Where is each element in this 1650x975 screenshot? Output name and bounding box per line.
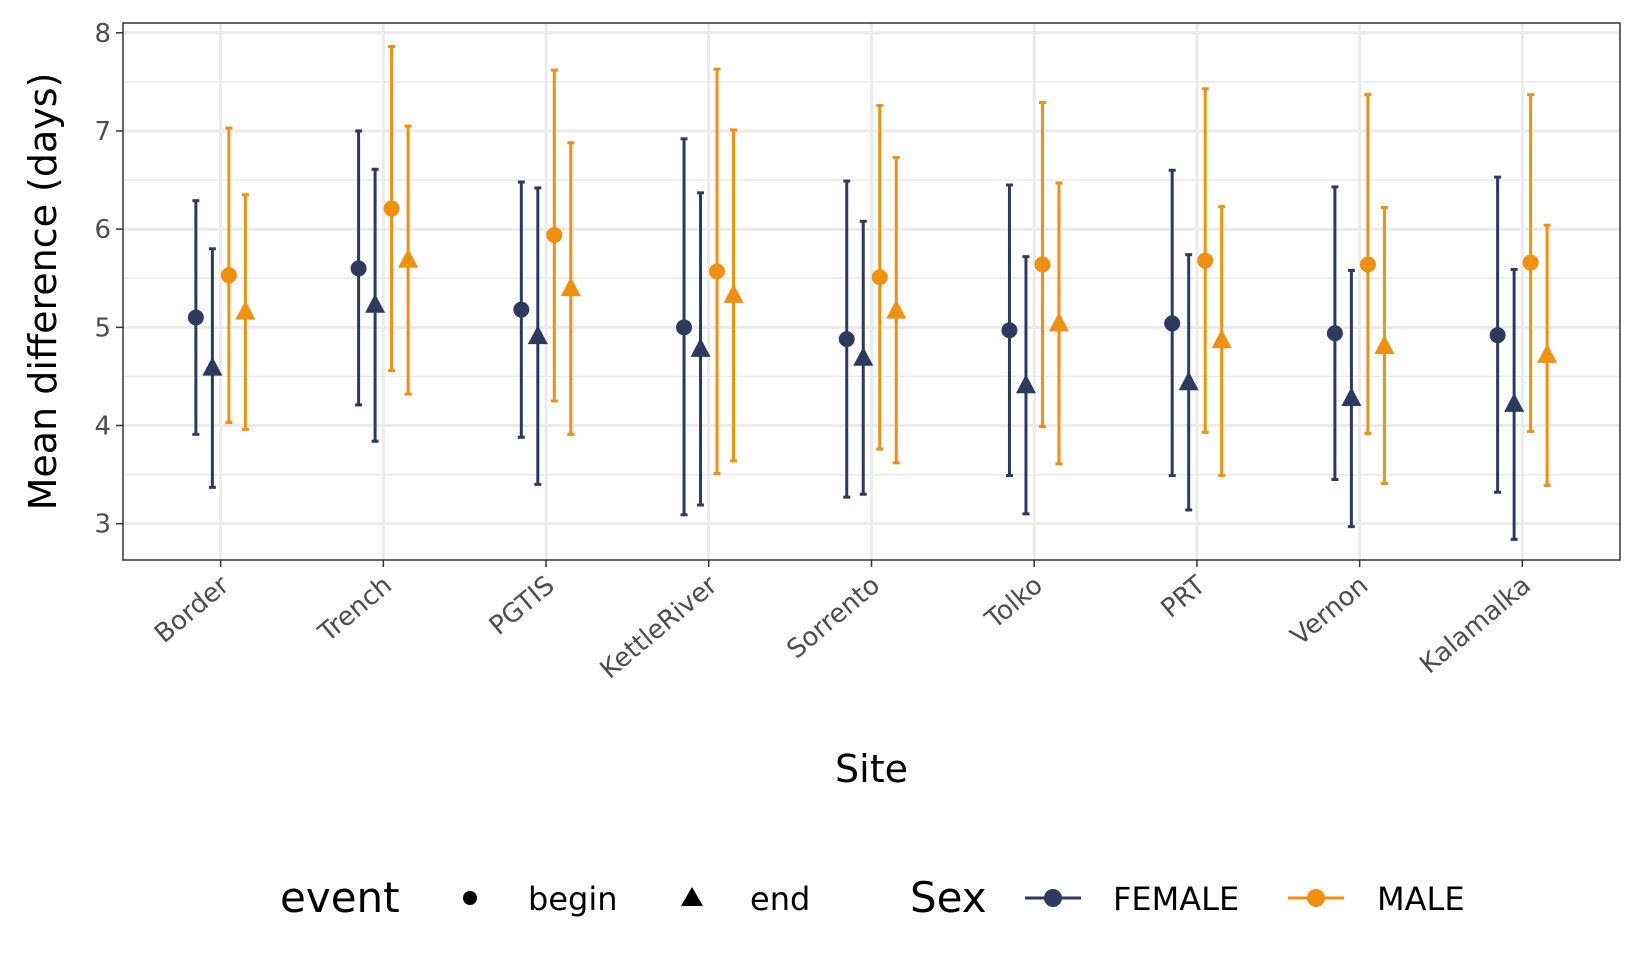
point-triangle [1537,343,1558,363]
point-triangle [1048,312,1069,332]
point-circle [1034,256,1051,273]
point-triangle [853,346,874,366]
point-circle [1001,322,1018,339]
point-circle [1359,256,1376,273]
point-triangle [1341,387,1362,407]
point-triangle [886,299,907,319]
point-circle [709,263,726,280]
legend-male-label: MALE [1377,880,1465,918]
legend-end-key [681,887,703,906]
point-circle [676,319,693,336]
y-tick-label: 6 [94,215,111,245]
point-circle [220,267,237,284]
y-tick-label: 4 [94,412,111,442]
y-tick-label: 5 [94,313,111,343]
point-circle [838,331,855,348]
legend-begin-label: begin [528,880,617,918]
legend: event begin end Sex FEMALE MALE [280,873,1465,922]
point-circle [1197,252,1214,269]
point-triangle [560,277,581,297]
point-circle [350,260,367,277]
y-axis: 3 4 5 6 7 8 [94,19,123,540]
legend-event-title: event [280,873,400,922]
legend-female-label: FEMALE [1113,880,1239,918]
point-triangle [1374,334,1395,354]
point-triangle [1015,374,1036,394]
point-circle [546,227,563,244]
legend-sex-title: Sex [910,873,987,922]
legend-begin-key [463,891,477,905]
point-triangle [690,337,711,357]
point-triangle [723,283,744,303]
point-circle [1489,327,1506,344]
y-axis-title: Mean difference (days) [21,73,65,511]
point-circle [1164,315,1181,332]
legend-male-key [1307,889,1325,907]
y-tick-label: 8 [94,19,111,49]
y-tick-label: 3 [94,510,111,540]
point-triangle [235,300,256,320]
point-circle [1522,254,1539,271]
grid-layer [123,23,1620,560]
y-tick-label: 7 [94,117,111,147]
point-triangle [527,325,548,345]
point-circle [513,301,530,318]
plot-panel-border [122,22,1621,561]
point-circle [383,200,400,217]
point-triangle [398,248,419,268]
x-axis-title: Site [835,747,908,791]
point-triangle [1504,392,1525,412]
data-layer [187,45,1558,541]
point-triangle [1211,329,1232,349]
point-triangle [1178,371,1199,391]
point-circle [1326,325,1343,342]
point-triangle [365,293,386,313]
point-circle [187,309,204,326]
point-circle [871,269,888,286]
legend-female-key [1044,889,1062,907]
legend-end-label: end [750,880,810,918]
point-triangle [202,356,223,376]
